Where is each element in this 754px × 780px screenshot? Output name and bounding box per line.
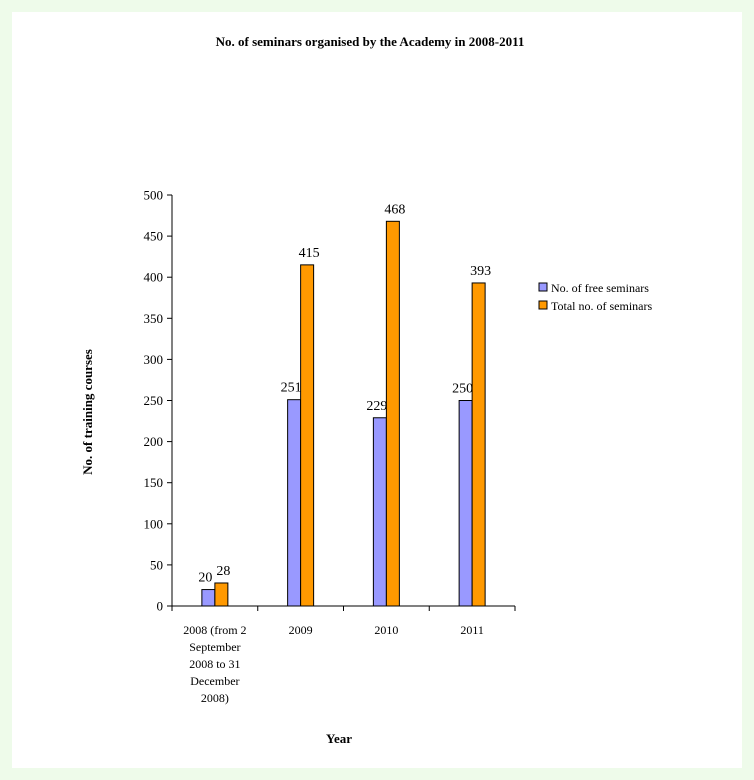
- bar-total-1: [300, 264, 315, 607]
- legend-label: No. of free seminars: [551, 281, 649, 295]
- y-tick-label: 50: [150, 557, 163, 572]
- legend: No. of free seminars Total no. of seminar…: [538, 281, 652, 313]
- y-axis-title: No. of training courses: [80, 349, 95, 475]
- data-label: 393: [470, 264, 491, 279]
- bar-free-1: [287, 399, 302, 607]
- x-tick-label-line: December: [190, 674, 239, 688]
- x-tick-label: 2011: [460, 623, 484, 637]
- bar-free-2: [372, 417, 387, 607]
- x-tick-label-line: September: [189, 640, 240, 654]
- bar-total-0: [214, 582, 229, 607]
- legend-swatch: [538, 282, 548, 292]
- legend-label: Total no. of seminars: [551, 299, 652, 313]
- x-tick-label-line: 2008 to 31: [189, 657, 240, 671]
- y-tick-label: 300: [144, 352, 164, 367]
- bar-total-3: [471, 282, 486, 607]
- y-tick-label: 150: [144, 475, 164, 490]
- x-tick-label-line: 2008): [201, 691, 229, 705]
- bar-chart: No. of seminars organised by the Academy…: [80, 34, 652, 746]
- x-tick-label: 2009: [289, 623, 313, 637]
- y-tick-label: 400: [144, 270, 164, 285]
- y-tick-label: 250: [144, 393, 164, 408]
- bar-total-2: [385, 220, 400, 607]
- data-label: 20: [198, 571, 212, 586]
- chart-title: No. of seminars organised by the Academy…: [216, 34, 525, 49]
- chart-frame: No. of seminars organised by the Academy…: [12, 12, 742, 768]
- data-label: 229: [366, 399, 387, 414]
- x-axis-title: Year: [326, 731, 352, 746]
- plot-area: 20 251 229 250 28 415 468 393 0 50 100 150 200 250 300…: [144, 188, 516, 705]
- y-tick-label: 450: [144, 229, 164, 244]
- data-label: 468: [384, 202, 405, 217]
- x-tick-label-line: 2010: [374, 623, 398, 637]
- y-tick-label: 350: [144, 311, 164, 326]
- y-tick-label: 0: [157, 599, 164, 614]
- bar-free-0: [201, 589, 216, 607]
- y-tick-label: 200: [144, 434, 164, 449]
- data-label: 415: [299, 246, 320, 261]
- x-tick-label-line: 2008 (from 2: [183, 623, 246, 637]
- legend-swatch: [538, 300, 548, 310]
- bar-free-3: [458, 400, 473, 607]
- x-tick-label: 2010: [374, 623, 398, 637]
- x-tick-label-line: 2009: [289, 623, 313, 637]
- y-tick-label: 500: [144, 188, 164, 203]
- y-tick-label: 100: [144, 516, 164, 531]
- data-label: 251: [281, 381, 302, 396]
- data-label: 28: [216, 564, 230, 579]
- x-tick-label: 2008 (from 2 September 2008 to 31 December 2…: [183, 623, 246, 705]
- data-label: 250: [452, 382, 473, 397]
- x-tick-label-line: 2011: [460, 623, 484, 637]
